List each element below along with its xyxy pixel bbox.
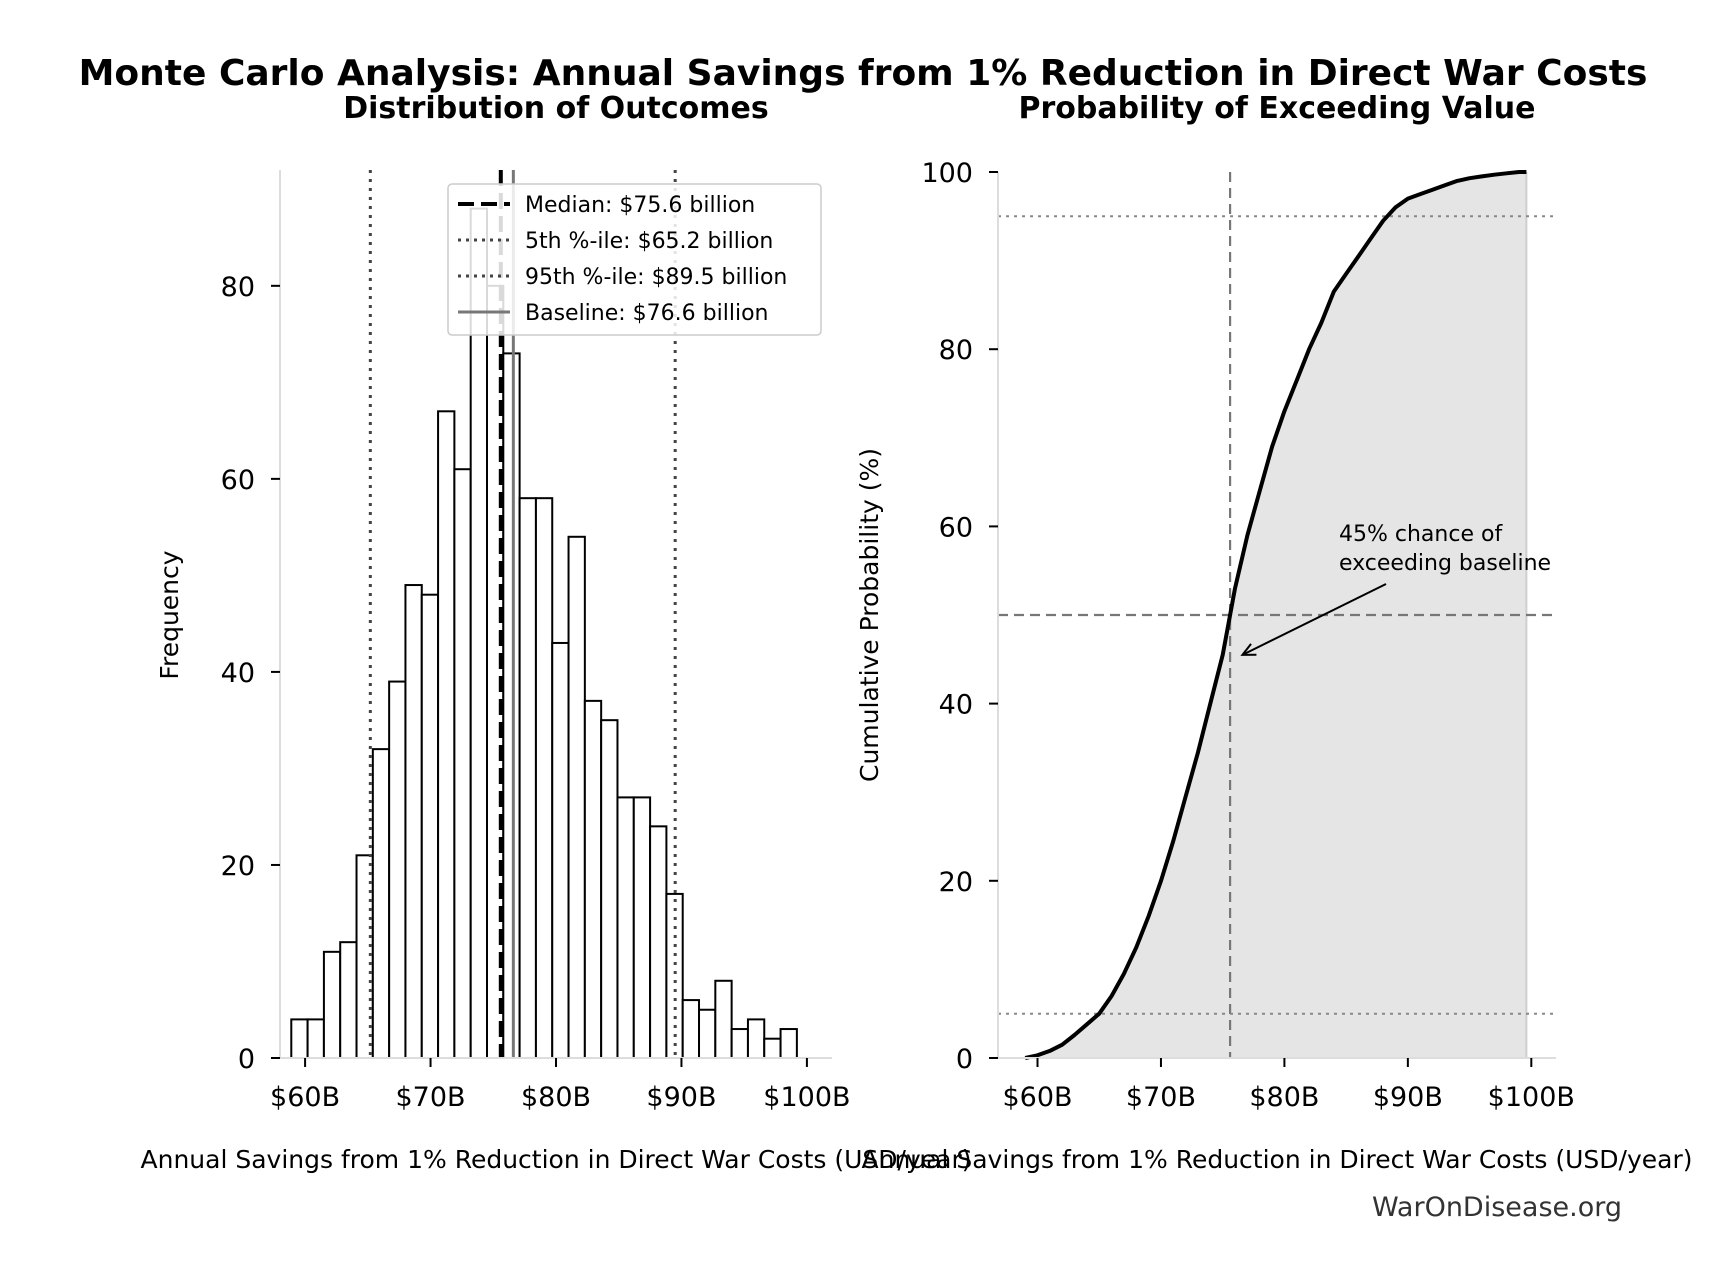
histogram-bar xyxy=(649,825,668,1060)
histogram-panel: Distribution of Outcomes $60B $70B $80B $90… xyxy=(141,91,972,1174)
x-tick-label: $60B xyxy=(270,1082,340,1113)
y-tick-label: 20 xyxy=(939,867,973,898)
histogram-bar xyxy=(551,641,570,1060)
annotation-line-1: 45% chance of xyxy=(1339,522,1503,547)
cumulative-title: Probability of Exceeding Value xyxy=(1018,91,1535,126)
y-tick-label: 80 xyxy=(939,335,973,366)
histogram-bar xyxy=(600,719,619,1059)
y-tick-label: 100 xyxy=(921,158,973,189)
histogram-bar xyxy=(290,1018,309,1059)
x-tick-label: $90B xyxy=(646,1082,716,1113)
histogram-bar xyxy=(698,1008,717,1060)
y-tick-label: 60 xyxy=(939,512,973,543)
histogram-bar xyxy=(616,796,635,1059)
annotation-line-2: exceeding baseline xyxy=(1339,551,1551,576)
histogram-bar xyxy=(388,680,407,1060)
histogram-bars xyxy=(290,207,798,1060)
histogram-bar xyxy=(567,535,586,1059)
x-tick-label: $80B xyxy=(1249,1082,1319,1113)
y-tick-label: 40 xyxy=(939,690,973,721)
histogram-x-label: Annual Savings from 1% Reduction in Dire… xyxy=(141,1145,972,1174)
cumulative-curve xyxy=(1024,170,1527,1060)
histogram-ticks: $60B $70B $80B $90B $100B 0 20 40 60 80 xyxy=(221,272,851,1113)
cumulative-annotation: 45% chance of exceeding baseline xyxy=(1240,522,1551,656)
y-tick-label: 0 xyxy=(238,1044,255,1075)
histogram-bar xyxy=(681,999,701,1060)
histogram-bar xyxy=(371,748,391,1059)
cumulative-panel: Probability of Exceeding Value $60B $70B $… xyxy=(855,91,1693,1174)
annotation-arrow xyxy=(1241,583,1387,656)
y-tick-label: 40 xyxy=(221,658,255,689)
histogram-bar xyxy=(322,950,342,1060)
histogram-bar xyxy=(714,979,733,1059)
x-tick-label: $80B xyxy=(521,1082,591,1113)
x-tick-label: $100B xyxy=(763,1082,850,1113)
histogram-bar xyxy=(306,1018,325,1059)
legend-label-5th: 5th %-ile: $65.2 billion xyxy=(525,229,773,254)
y-tick-label: 0 xyxy=(956,1044,973,1075)
legend-label-median: Median: $75.6 billion xyxy=(525,193,755,218)
histogram-bar xyxy=(404,584,423,1059)
cumulative-x-label: Annual Savings from 1% Reduction in Dire… xyxy=(862,1145,1693,1174)
x-tick-label: $70B xyxy=(1126,1082,1196,1113)
cumulative-reference-lines xyxy=(998,172,1556,1058)
x-tick-label: $60B xyxy=(1002,1082,1072,1113)
x-tick-label: $70B xyxy=(396,1082,466,1113)
histogram-bar xyxy=(469,207,489,1059)
histogram-bar xyxy=(502,352,521,1059)
histogram-bar xyxy=(763,1037,782,1060)
footer-source: WarOnDisease.org xyxy=(1372,1192,1622,1223)
y-tick-label: 80 xyxy=(221,272,255,303)
annotation-arrowhead xyxy=(1240,643,1257,656)
histogram-legend: Median: $75.6 billion 5th %-ile: $65.2 b… xyxy=(447,183,822,336)
histogram-y-label: Frequency xyxy=(155,550,184,679)
cumulative-ticks: $60B $70B $80B $90B $100B 0 20 40 60 80 100 xyxy=(921,158,1574,1113)
histogram-bar xyxy=(420,593,440,1060)
histogram-bar xyxy=(746,1018,766,1059)
y-tick-label: 60 xyxy=(221,465,255,496)
cumulative-y-label: Cumulative Probability (%) xyxy=(855,448,884,782)
histogram-bar xyxy=(339,941,358,1059)
histogram-bar xyxy=(534,497,554,1060)
y-tick-label: 20 xyxy=(221,851,255,882)
legend-label-baseline: Baseline: $76.6 billion xyxy=(525,301,768,326)
histogram-bar xyxy=(583,699,603,1059)
histogram-bar xyxy=(437,410,456,1060)
histogram-bar xyxy=(518,497,537,1060)
x-tick-label: $90B xyxy=(1373,1082,1443,1113)
x-tick-label: $100B xyxy=(1488,1082,1575,1113)
histogram-title: Distribution of Outcomes xyxy=(343,91,769,126)
legend-label-95th: 95th %-ile: $89.5 billion xyxy=(525,265,787,290)
histogram-bar xyxy=(779,1028,798,1059)
histogram-bar xyxy=(632,796,652,1059)
histogram-bar xyxy=(730,1028,749,1059)
figure-title: Monte Carlo Analysis: Annual Savings fro… xyxy=(79,53,1648,94)
histogram-bar xyxy=(453,468,472,1059)
cumulative-axes xyxy=(997,172,1556,1059)
